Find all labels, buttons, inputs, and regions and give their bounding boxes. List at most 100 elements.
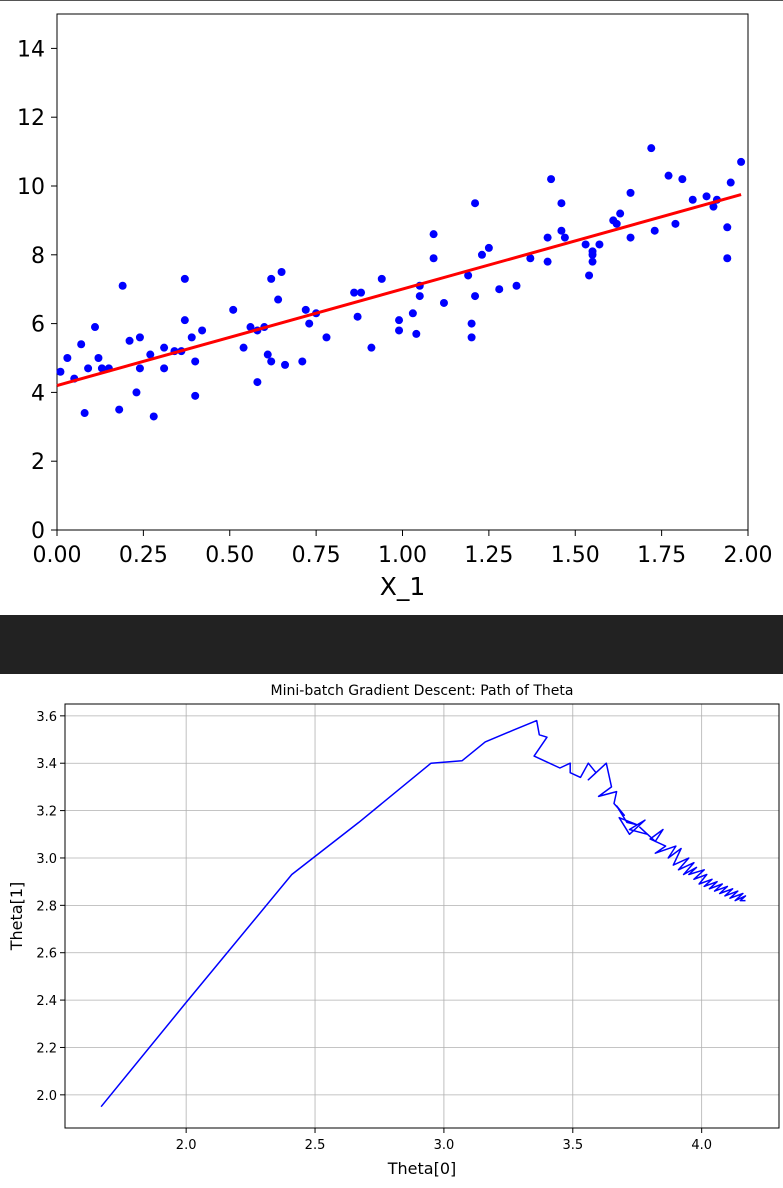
data-point <box>477 250 486 259</box>
data-point <box>267 274 276 283</box>
data-point <box>395 316 404 325</box>
y-tick-label: 12 <box>17 106 45 131</box>
data-point <box>626 188 635 197</box>
data-point <box>726 178 735 187</box>
data-point <box>253 378 262 387</box>
data-point <box>239 343 248 352</box>
scatter-chart-panel: 0 2 4 6 8 10 12 14 0.00 0.25 0.50 0.75 1.00 1.25 1.50 1… <box>0 0 783 601</box>
x-tick-label: 0.50 <box>205 543 254 568</box>
data-point <box>737 157 746 166</box>
y-tick-label: 14 <box>17 37 45 62</box>
data-point <box>543 233 552 242</box>
data-point <box>135 333 144 342</box>
data-point <box>484 243 493 252</box>
data-point <box>408 309 417 318</box>
data-point <box>274 295 283 304</box>
data-point <box>84 364 93 373</box>
data-point <box>160 364 169 373</box>
x-tick-label: 1.75 <box>637 543 686 568</box>
data-point <box>125 336 134 345</box>
plot-frame <box>56 13 749 531</box>
data-point <box>118 281 127 290</box>
y-tick-label: 4 <box>31 381 45 406</box>
data-point <box>357 288 366 297</box>
data-point <box>135 364 144 373</box>
x-tick-label: 2.5 <box>305 1138 326 1153</box>
data-point <box>471 199 480 208</box>
top-border <box>0 0 783 1</box>
data-point <box>647 144 656 153</box>
data-point <box>429 254 438 263</box>
y-tick-label: 2.4 <box>36 994 57 1009</box>
x-tick-label: 0.00 <box>33 543 82 568</box>
data-point <box>229 305 238 314</box>
x-tick-label: 4.0 <box>691 1138 712 1153</box>
data-point <box>547 175 556 184</box>
x-tick-label: 3.5 <box>562 1138 583 1153</box>
data-point <box>495 285 504 294</box>
y-axis-label: Theta[1] <box>7 882 26 952</box>
data-point <box>353 312 362 321</box>
y-tick-label: 3.2 <box>36 805 57 820</box>
data-point <box>267 357 276 366</box>
y-tick-label: 2.6 <box>36 947 57 962</box>
y-tick-label: 2.8 <box>36 899 57 914</box>
data-point <box>429 230 438 239</box>
data-point <box>415 292 424 301</box>
data-point <box>467 333 476 342</box>
chart-title: Mini-batch Gradient Descent: Path of The… <box>271 683 574 699</box>
data-point <box>97 364 106 373</box>
data-point <box>56 367 65 376</box>
data-point <box>149 412 158 421</box>
data-point <box>560 233 569 242</box>
x-tick-label: 0.25 <box>119 543 168 568</box>
data-point <box>187 333 196 342</box>
data-point <box>246 323 255 332</box>
data-point <box>350 288 359 297</box>
data-point <box>467 319 476 328</box>
data-point <box>709 202 718 211</box>
regression-line <box>56 193 742 387</box>
data-point <box>301 305 310 314</box>
data-point <box>377 274 386 283</box>
data-point <box>595 240 604 249</box>
data-point <box>557 199 566 208</box>
data-point <box>702 192 711 201</box>
data-point <box>77 340 86 349</box>
data-point <box>588 247 597 256</box>
data-point <box>298 357 307 366</box>
data-point <box>198 326 207 335</box>
data-point <box>146 350 155 359</box>
y-tick-label: 10 <box>17 175 45 200</box>
data-point <box>464 271 473 280</box>
data-point <box>277 268 286 276</box>
data-point <box>588 257 597 266</box>
data-point <box>626 233 635 242</box>
data-point <box>512 281 521 290</box>
y-tick-label: 3.0 <box>36 852 57 867</box>
data-point <box>581 240 590 249</box>
data-point <box>395 326 404 335</box>
y-tick-label: 8 <box>31 244 45 269</box>
x-tick-label: 1.25 <box>464 543 513 568</box>
data-point <box>132 388 141 397</box>
data-point <box>263 350 272 359</box>
data-point <box>305 319 314 328</box>
x-tick-label: 2.00 <box>724 543 773 568</box>
x-tick-label: 1.50 <box>551 543 600 568</box>
data-point <box>94 354 103 362</box>
data-point <box>180 316 189 325</box>
data-point <box>723 254 732 263</box>
data-point <box>557 226 566 235</box>
data-point <box>367 343 376 352</box>
plot-frame <box>64 703 780 1129</box>
data-point <box>63 354 72 362</box>
data-point <box>191 391 200 400</box>
data-point <box>160 343 169 352</box>
y-tick-label: 6 <box>31 313 45 338</box>
data-point <box>180 274 189 283</box>
data-point <box>671 219 680 228</box>
data-point <box>412 329 421 338</box>
data-point <box>612 219 621 228</box>
x-tick-label: 2.0 <box>176 1138 197 1153</box>
